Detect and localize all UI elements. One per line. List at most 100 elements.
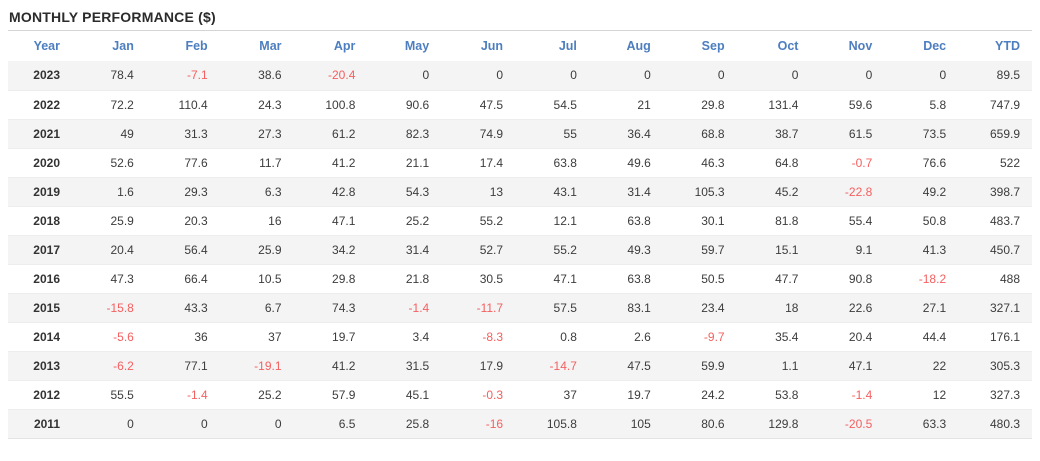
cell-2014-apr: 19.7 [293,322,368,352]
column-header-nov: Nov [848,39,873,53]
cell-2018-mar: 16 [219,206,294,236]
cell-2016-ytd: 488 [958,264,1032,294]
cell-2017-may: 31.4 [367,235,442,265]
cell-2017-feb: 56.4 [145,235,220,265]
cell-2020-apr: 41.2 [293,148,368,178]
cell-2017-mar: 25.9 [219,235,294,265]
cell-2015-jul: 57.5 [515,293,589,323]
cell-2023-feb: -7.1 [145,61,220,91]
column-header-year: Year [33,39,60,53]
cell-2017-jan: 20.4 [72,235,146,265]
cell-2012-aug: 19.7 [588,380,663,410]
cell-2013-apr: 41.2 [293,351,368,381]
monthly-performance-table: Year Jan Feb Mar Apr May Jun Jul Aug Sep Oct Nov Dec… [8,31,1032,439]
cell-2021-dec: 73.5 [884,119,959,149]
column-header-jun: Jun [480,39,504,53]
cell-2018-jan: 25.9 [72,206,146,236]
cell-2016-feb: 66.4 [145,264,220,294]
cell-2018-jun: 55.2 [441,206,516,236]
cell-2020-jan: 52.6 [72,148,146,178]
cell-2021-jul: 55 [515,119,589,149]
cell-2011-mar: 0 [219,409,294,439]
cell-2022-feb: 110.4 [145,90,220,120]
cell-2015-dec: 27.1 [884,293,959,323]
column-header-mar: Mar [259,39,282,53]
cell-2022-mar: 24.3 [219,90,294,120]
cell-2023-ytd: 89.5 [958,61,1032,91]
cell-2022-jan: 72.2 [72,90,146,120]
cell-2012-apr: 57.9 [293,380,368,410]
cell-2011-aug: 105 [588,409,663,439]
column-header-apr: Apr [333,39,356,53]
cell-2013-aug: 47.5 [588,351,663,381]
cell-2023-jun: 0 [441,61,516,91]
cell-2023-oct: 0 [736,61,811,91]
cell-2012-feb: -1.4 [145,380,220,410]
cell-2012-may: 45.1 [367,380,442,410]
title-divider [8,30,1032,31]
year-cell-2012: 2012 [8,380,72,410]
cell-2016-jul: 47.1 [515,264,589,294]
cell-2015-ytd: 327.1 [958,293,1032,323]
year-cell-2023: 2023 [8,61,72,91]
cell-2020-dec: 76.6 [884,148,959,178]
cell-2013-jul: -14.7 [515,351,589,381]
cell-2022-aug: 21 [588,90,663,120]
year-cell-2016: 2016 [8,264,72,294]
table-header-row: Year Jan Feb Mar Apr May Jun Jul Aug Sep Oct Nov Dec… [8,31,1032,61]
cell-2021-oct: 38.7 [736,119,811,149]
cell-2011-nov: -20.5 [810,409,885,439]
cell-2022-jun: 47.5 [441,90,516,120]
cell-2018-nov: 55.4 [810,206,885,236]
cell-2016-aug: 63.8 [588,264,663,294]
table-row-2023: 2023 78.4 -7.1 38.6 -20.4 0 0 0 0 0 0 0 0 89.5 [8,61,1032,91]
year-cell-2011: 2011 [8,409,72,439]
cell-2017-dec: 41.3 [884,235,959,265]
table-row-2021: 2021 49 31.3 27.3 61.2 82.3 74.9 55 36.4 68.8 38.7… [8,119,1032,149]
table-row-2019: 2019 1.6 29.3 6.3 42.8 54.3 13 43.1 31.4 105.3 45.… [8,177,1032,207]
cell-2013-mar: -19.1 [219,351,294,381]
cell-2019-oct: 45.2 [736,177,811,207]
cell-2011-apr: 6.5 [293,409,368,439]
cell-2023-mar: 38.6 [219,61,294,91]
column-header-feb: Feb [185,39,208,53]
cell-2017-ytd: 450.7 [958,235,1032,265]
cell-2022-ytd: 747.9 [958,90,1032,120]
cell-2016-apr: 29.8 [293,264,368,294]
cell-2014-aug: 2.6 [588,322,663,352]
column-header-ytd: YTD [995,39,1020,53]
cell-2011-jul: 105.8 [515,409,589,439]
cell-2011-oct: 129.8 [736,409,811,439]
cell-2012-sep: 24.2 [662,380,737,410]
cell-2014-dec: 44.4 [884,322,959,352]
cell-2011-feb: 0 [145,409,220,439]
cell-2013-sep: 59.9 [662,351,737,381]
cell-2015-nov: 22.6 [810,293,885,323]
cell-2019-nov: -22.8 [810,177,885,207]
table-row-2017: 2017 20.4 56.4 25.9 34.2 31.4 52.7 55.2 49.3 59.7… [8,235,1032,265]
cell-2011-dec: 63.3 [884,409,959,439]
cell-2021-may: 82.3 [367,119,442,149]
cell-2022-apr: 100.8 [293,90,368,120]
cell-2012-jan: 55.5 [72,380,146,410]
cell-2023-may: 0 [367,61,442,91]
cell-2019-jul: 43.1 [515,177,589,207]
table-row-2020: 2020 52.6 77.6 11.7 41.2 21.1 17.4 63.8 49.6 46.3… [8,148,1032,178]
cell-2018-feb: 20.3 [145,206,220,236]
year-cell-2015: 2015 [8,293,72,323]
cell-2018-dec: 50.8 [884,206,959,236]
cell-2020-jun: 17.4 [441,148,516,178]
cell-2014-nov: 20.4 [810,322,885,352]
cell-2023-jan: 78.4 [72,61,146,91]
cell-2013-jun: 17.9 [441,351,516,381]
cell-2018-oct: 81.8 [736,206,811,236]
cell-2021-nov: 61.5 [810,119,885,149]
cell-2011-jun: -16 [441,409,516,439]
cell-2012-mar: 25.2 [219,380,294,410]
cell-2016-dec: -18.2 [884,264,959,294]
cell-2015-aug: 83.1 [588,293,663,323]
cell-2017-sep: 59.7 [662,235,737,265]
cell-2012-dec: 12 [884,380,959,410]
cell-2019-aug: 31.4 [588,177,663,207]
cell-2020-jul: 63.8 [515,148,589,178]
